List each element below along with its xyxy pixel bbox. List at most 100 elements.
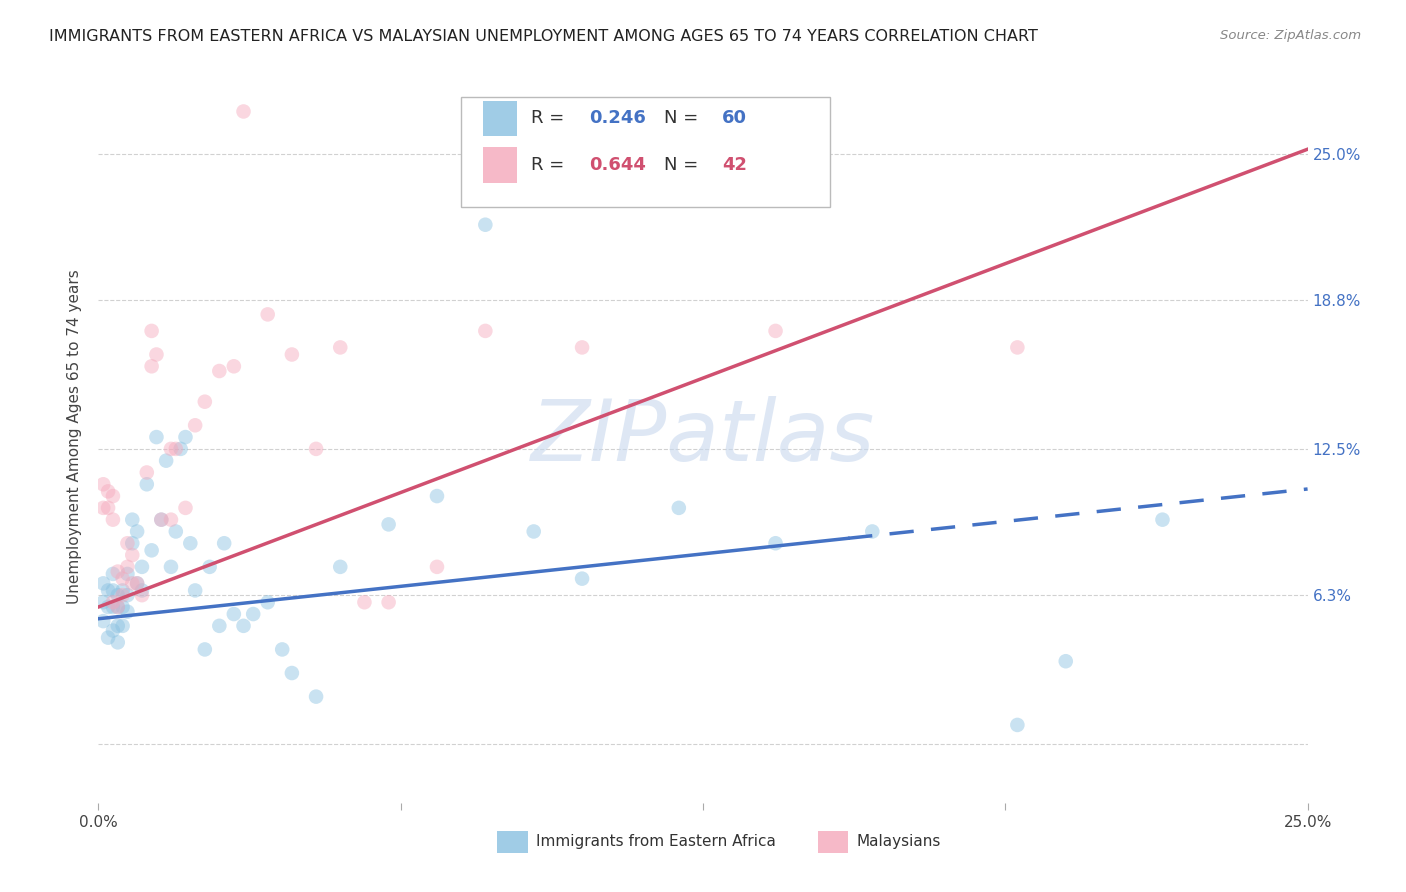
Point [160,442,183,456]
Point [131,583,153,598]
Text: N =: N = [664,156,704,174]
Point [135,466,157,480]
Point [141,359,163,374]
Point [91,500,114,515]
Point [179,536,201,550]
Point [242,607,264,621]
Point [329,559,352,574]
Text: Immigrants from Eastern Africa: Immigrants from Eastern Africa [536,834,776,849]
FancyBboxPatch shape [818,830,848,853]
FancyBboxPatch shape [482,147,517,183]
Point [198,559,221,574]
Point [377,517,399,532]
Point [121,536,143,550]
Point [101,583,124,598]
Point [135,477,157,491]
Point [184,583,207,598]
Point [184,418,207,433]
Point [474,218,496,232]
Point [107,588,129,602]
Point [121,548,143,562]
Text: 42: 42 [723,156,748,174]
Point [91,595,114,609]
Point [101,599,124,614]
Point [155,453,177,467]
Point [91,576,114,591]
Point [353,595,375,609]
Point [329,340,352,354]
Point [256,307,278,321]
Point [145,430,167,444]
Point [121,513,143,527]
Point [107,635,129,649]
Point [107,599,129,614]
Point [860,524,883,539]
Point [571,572,593,586]
Text: N =: N = [664,109,704,128]
Point [281,666,304,681]
Point [160,513,183,527]
Point [765,324,787,338]
Text: ZIPatlas: ZIPatlas [531,395,875,479]
Point [91,614,114,628]
Point [169,442,191,456]
Point [97,500,120,515]
Point [281,347,304,361]
Point [131,588,153,602]
Point [208,364,231,378]
Text: Malaysians: Malaysians [856,834,941,849]
Point [131,559,153,574]
Point [1054,654,1077,668]
Point [91,477,114,491]
Point [426,489,449,503]
Point [222,359,245,374]
Point [165,442,187,456]
Point [127,576,149,591]
Point [150,513,173,527]
Point [97,484,120,499]
Point [1007,340,1029,354]
Point [117,605,139,619]
Point [107,599,129,614]
Point [107,565,129,579]
Point [377,595,399,609]
Point [111,572,134,586]
Point [117,588,139,602]
Point [194,394,217,409]
Text: R =: R = [531,109,571,128]
Point [305,690,328,704]
Point [208,619,231,633]
Point [271,642,294,657]
Point [232,619,254,633]
Text: 60: 60 [723,109,748,128]
Point [141,543,163,558]
Text: Source: ZipAtlas.com: Source: ZipAtlas.com [1220,29,1361,42]
Point [111,599,134,614]
Point [212,536,235,550]
Point [145,347,167,361]
Y-axis label: Unemployment Among Ages 65 to 74 years: Unemployment Among Ages 65 to 74 years [67,269,83,605]
Point [97,631,120,645]
Point [97,583,120,598]
Point [117,566,139,581]
Point [668,500,690,515]
Point [232,104,254,119]
Point [194,642,217,657]
Point [127,524,149,539]
FancyBboxPatch shape [498,830,527,853]
Point [1152,513,1174,527]
Text: 0.644: 0.644 [589,156,647,174]
Point [97,599,120,614]
Point [165,524,187,539]
Text: IMMIGRANTS FROM EASTERN AFRICA VS MALAYSIAN UNEMPLOYMENT AMONG AGES 65 TO 74 YEA: IMMIGRANTS FROM EASTERN AFRICA VS MALAYS… [49,29,1038,44]
Point [111,588,134,602]
Point [111,583,134,598]
Point [101,595,124,609]
Point [160,559,183,574]
Point [222,607,245,621]
Point [117,559,139,574]
Text: 0.246: 0.246 [589,109,647,128]
Point [101,624,124,638]
Point [474,324,496,338]
Point [426,559,449,574]
